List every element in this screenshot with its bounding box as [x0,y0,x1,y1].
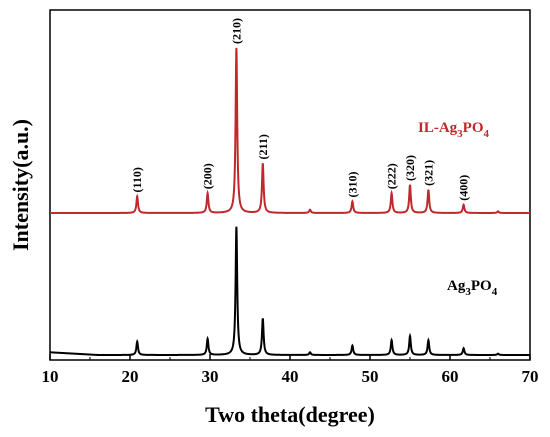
peak-label: (210) [229,18,243,44]
x-tick-label: 20 [122,367,139,386]
series-line [49,226,530,356]
peak-label: (400) [457,175,471,201]
x-tick-label: 40 [282,367,299,386]
peak-annotations: (110) (200) (210) (211) (310) (222) (320) (321)… [130,18,470,201]
peak-label: (110) [130,167,144,192]
series-label-ag-sub: 3 [465,286,471,298]
series-label-ag3po4: Ag3PO4 [447,278,498,298]
series-label-ag-main: Ag [447,278,466,294]
series-label-il-main: IL-Ag [418,120,458,136]
x-tick-label: 10 [42,367,59,386]
peak-label: (321) [421,160,435,186]
x-axis-title: Two theta(degree) [205,402,375,427]
x-axis: 10 20 30 40 50 60 70 [42,354,539,386]
peak-label: (222) [385,163,399,189]
series-label-ag-main2: PO [471,278,492,294]
series-label-il-main2: PO [463,120,484,136]
series-group [49,47,530,356]
peak-label: (200) [201,163,215,189]
x-tick-label: 70 [522,367,539,386]
peak-label: (211) [256,134,270,159]
peak-label: (320) [403,155,417,181]
series-line [50,47,530,214]
x-tick-label: 60 [442,367,459,386]
x-tick-label: 50 [362,367,379,386]
x-tick-label: 30 [202,367,219,386]
series-label-il-ag3po4: IL-Ag3PO4 [418,120,490,140]
series-label-il-sub2: 4 [484,128,490,140]
series-label-ag-sub2: 4 [492,286,498,298]
y-axis-title: Intensity(a.u.) [8,119,33,251]
peak-label: (310) [345,171,359,197]
series-label-il-sub: 3 [457,128,463,140]
